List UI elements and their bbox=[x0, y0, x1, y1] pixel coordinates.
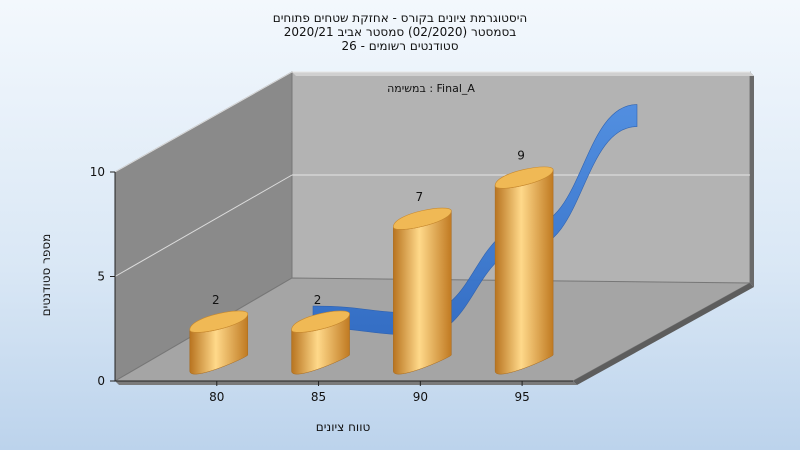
floor-front-edge bbox=[573, 283, 754, 385]
bar-body bbox=[494, 169, 554, 375]
bar-value-label: 2 bbox=[314, 293, 322, 307]
y-tick-label: 5 bbox=[97, 270, 105, 284]
title-line-1: היסטוגרמת ציונים בקורס - אחזקת שטחים פתו… bbox=[273, 11, 527, 25]
bar: 2 bbox=[189, 293, 249, 375]
bar-body bbox=[393, 210, 452, 375]
x-tick-label: 80 bbox=[209, 390, 224, 404]
x-axis-title: טווח ציונים bbox=[316, 420, 371, 434]
bar-top bbox=[494, 166, 554, 189]
y-tick-labels: 0 5 10 bbox=[90, 165, 115, 388]
back-wall-right-edge bbox=[750, 72, 754, 287]
y-axis-title: מספר סטודנטים bbox=[39, 234, 53, 317]
bar-top bbox=[291, 310, 350, 333]
x-tick-label: 90 bbox=[413, 390, 428, 404]
floor-front-strip bbox=[115, 381, 577, 385]
bar-value-label: 9 bbox=[517, 149, 525, 163]
bar-value-label: 7 bbox=[416, 190, 424, 204]
bar-value-label: 2 bbox=[212, 293, 220, 307]
y-tick-label: 10 bbox=[90, 165, 105, 179]
bar: 2 bbox=[291, 293, 350, 375]
bars: 2 2 7 9 bbox=[189, 149, 554, 375]
bar: 7 bbox=[393, 190, 452, 375]
title-line-3: סטודנטים רשומים - 26 bbox=[341, 39, 458, 53]
grid-line-side bbox=[114, 71, 293, 173]
y-tick-label: 0 bbox=[97, 374, 105, 388]
chart-title: היסטוגרמת ציונים בקורס - אחזקת שטחים פתו… bbox=[273, 11, 527, 53]
x-tick-label: 95 bbox=[514, 390, 529, 404]
title-line-2: בסמסטר (02/2020) סמסטר אביב 2020/21 bbox=[284, 25, 516, 39]
x-tick-labels: 80 85 90 95 bbox=[209, 381, 530, 404]
bar-top bbox=[189, 310, 249, 333]
bar: 9 bbox=[494, 149, 554, 375]
chart-annotation: במשימה : Final_A bbox=[387, 82, 475, 95]
x-tick-label: 85 bbox=[311, 390, 326, 404]
bar-top bbox=[393, 207, 452, 230]
back-wall-top-edge bbox=[292, 72, 754, 76]
grid-line-side bbox=[114, 174, 293, 277]
